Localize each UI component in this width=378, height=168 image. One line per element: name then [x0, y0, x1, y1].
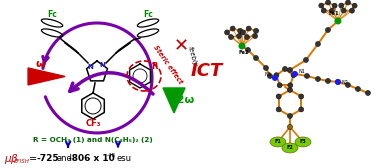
Text: N1: N1	[299, 69, 306, 74]
Circle shape	[282, 67, 287, 71]
Text: Fc: Fc	[47, 10, 57, 19]
Text: R = OCH₃ (1) and N(C₂H₅)₂ (2): R = OCH₃ (1) and N(C₂H₅)₂ (2)	[33, 137, 153, 143]
Circle shape	[339, 3, 344, 8]
Text: feebly: feebly	[186, 45, 198, 67]
Circle shape	[335, 17, 341, 25]
Polygon shape	[163, 88, 185, 113]
Circle shape	[287, 68, 293, 72]
Circle shape	[263, 66, 268, 70]
Circle shape	[330, 8, 335, 13]
Text: and: and	[56, 154, 72, 163]
Circle shape	[292, 71, 298, 77]
Text: R: R	[151, 62, 157, 71]
Circle shape	[325, 0, 330, 5]
Circle shape	[225, 30, 229, 35]
Circle shape	[230, 26, 235, 31]
Circle shape	[238, 28, 243, 33]
Circle shape	[316, 76, 321, 81]
Circle shape	[268, 73, 273, 78]
Circle shape	[352, 3, 357, 8]
Circle shape	[366, 90, 370, 95]
Polygon shape	[28, 68, 65, 85]
Text: Steric effect: Steric effect	[152, 45, 184, 86]
Text: Fe2: Fe2	[239, 50, 249, 55]
Circle shape	[335, 79, 341, 85]
Circle shape	[245, 48, 251, 52]
Text: -725: -725	[36, 154, 59, 163]
Circle shape	[237, 34, 242, 39]
Circle shape	[287, 113, 293, 118]
Circle shape	[291, 73, 296, 78]
Circle shape	[274, 73, 279, 78]
Circle shape	[239, 43, 245, 50]
Circle shape	[240, 30, 246, 35]
Text: ICT: ICT	[191, 62, 223, 80]
Circle shape	[299, 94, 304, 99]
Circle shape	[287, 124, 293, 130]
Circle shape	[319, 3, 324, 8]
Circle shape	[341, 8, 346, 13]
Text: =: =	[29, 154, 37, 164]
Circle shape	[272, 75, 278, 81]
Circle shape	[355, 87, 361, 91]
Circle shape	[332, 3, 337, 8]
Circle shape	[350, 8, 355, 13]
Circle shape	[321, 8, 326, 13]
Circle shape	[253, 34, 257, 39]
Ellipse shape	[282, 143, 298, 153]
Circle shape	[254, 28, 259, 33]
Circle shape	[287, 88, 293, 92]
Circle shape	[277, 83, 282, 88]
Text: Fe1: Fe1	[328, 11, 339, 16]
Circle shape	[304, 57, 308, 62]
Text: N: N	[87, 64, 93, 70]
Ellipse shape	[295, 137, 311, 147]
Circle shape	[276, 107, 281, 112]
Circle shape	[254, 55, 259, 60]
Text: ✕: ✕	[174, 37, 189, 55]
Text: N3: N3	[264, 72, 271, 77]
Text: Fc: Fc	[143, 10, 153, 19]
Circle shape	[299, 107, 304, 112]
Text: esu: esu	[116, 154, 131, 163]
Text: F2: F2	[287, 145, 293, 150]
Ellipse shape	[270, 137, 286, 147]
Text: 22ω: 22ω	[169, 95, 195, 105]
Text: N2: N2	[342, 80, 349, 85]
Circle shape	[288, 83, 293, 88]
Circle shape	[345, 0, 350, 5]
Circle shape	[228, 35, 234, 39]
Circle shape	[345, 82, 350, 88]
Circle shape	[245, 35, 249, 39]
Text: N: N	[99, 62, 105, 68]
Text: F1: F1	[274, 139, 281, 144]
Circle shape	[316, 41, 321, 47]
Text: -806 x 10: -806 x 10	[68, 154, 115, 163]
Text: F3: F3	[300, 139, 306, 144]
Circle shape	[276, 94, 281, 99]
Circle shape	[335, 79, 341, 85]
Circle shape	[325, 28, 330, 32]
Text: -48: -48	[107, 153, 116, 158]
Text: EFISH: EFISH	[14, 159, 30, 164]
Circle shape	[304, 73, 310, 78]
Text: $\mu\beta$: $\mu\beta$	[4, 152, 19, 166]
Text: ω: ω	[35, 59, 45, 69]
Circle shape	[246, 26, 251, 31]
Text: CF₃: CF₃	[85, 119, 101, 129]
Circle shape	[325, 78, 330, 83]
